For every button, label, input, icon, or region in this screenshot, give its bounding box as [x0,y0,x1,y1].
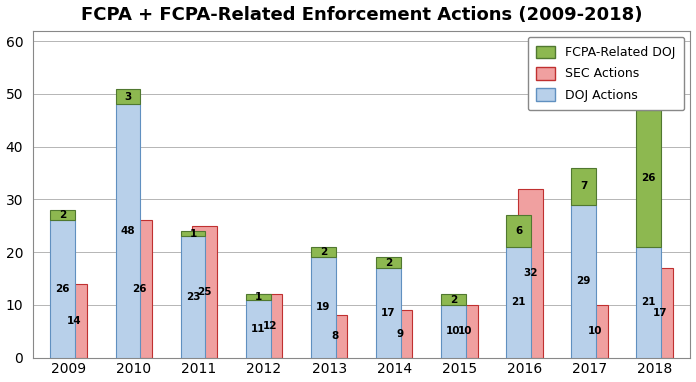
Bar [258,294,283,358]
Text: 32: 32 [523,268,537,278]
Text: 19: 19 [316,303,331,312]
Text: 10: 10 [446,326,461,336]
Bar [181,236,205,358]
Text: 17: 17 [653,308,667,318]
Text: 48: 48 [120,226,135,236]
Bar [441,294,466,305]
Bar [323,316,347,358]
Legend: FCPA-Related DOJ, SEC Actions, DOJ Actions: FCPA-Related DOJ, SEC Actions, DOJ Actio… [528,37,684,110]
Text: 6: 6 [515,226,522,236]
Bar [116,105,141,358]
Bar [246,294,271,299]
Bar [506,247,531,358]
Text: 8: 8 [331,332,339,342]
Text: 26: 26 [56,284,70,294]
Bar [51,220,75,358]
Text: 11: 11 [251,324,265,333]
Bar [62,284,87,358]
Bar [376,257,401,268]
Text: 26: 26 [132,284,147,294]
Text: 23: 23 [186,292,200,302]
Text: 3: 3 [125,92,132,102]
Bar [506,215,531,247]
Text: 26: 26 [642,173,656,183]
Text: 29: 29 [576,276,591,286]
Bar [583,305,608,358]
Text: 2: 2 [319,247,327,257]
Bar [311,257,335,358]
Bar [636,110,661,247]
Bar [311,247,335,257]
Title: FCPA + FCPA-Related Enforcement Actions (2009-2018): FCPA + FCPA-Related Enforcement Actions … [81,6,642,24]
Text: 12: 12 [262,321,277,331]
Text: 9: 9 [397,329,404,339]
Text: 21: 21 [642,297,656,307]
Bar [571,205,596,358]
Bar [192,226,217,358]
Bar [246,299,271,358]
Text: 14: 14 [68,316,82,326]
Text: 10: 10 [458,326,473,336]
Text: 17: 17 [381,308,396,318]
Text: 1: 1 [189,229,197,239]
Bar [636,247,661,358]
Text: 2: 2 [450,295,457,304]
Bar [441,305,466,358]
Text: 7: 7 [580,181,587,191]
Text: 2: 2 [59,210,67,220]
Text: 10: 10 [588,326,603,336]
Bar [51,210,75,220]
Text: 25: 25 [198,286,212,297]
Text: 2: 2 [385,258,392,268]
Text: 21: 21 [512,297,525,307]
Bar [116,89,141,105]
Bar [127,220,152,358]
Bar [571,168,596,205]
Bar [388,310,413,358]
Bar [518,189,543,358]
Text: 1: 1 [255,292,262,302]
Bar [376,268,401,358]
Bar [453,305,477,358]
Bar [181,231,205,236]
Bar [648,268,673,358]
